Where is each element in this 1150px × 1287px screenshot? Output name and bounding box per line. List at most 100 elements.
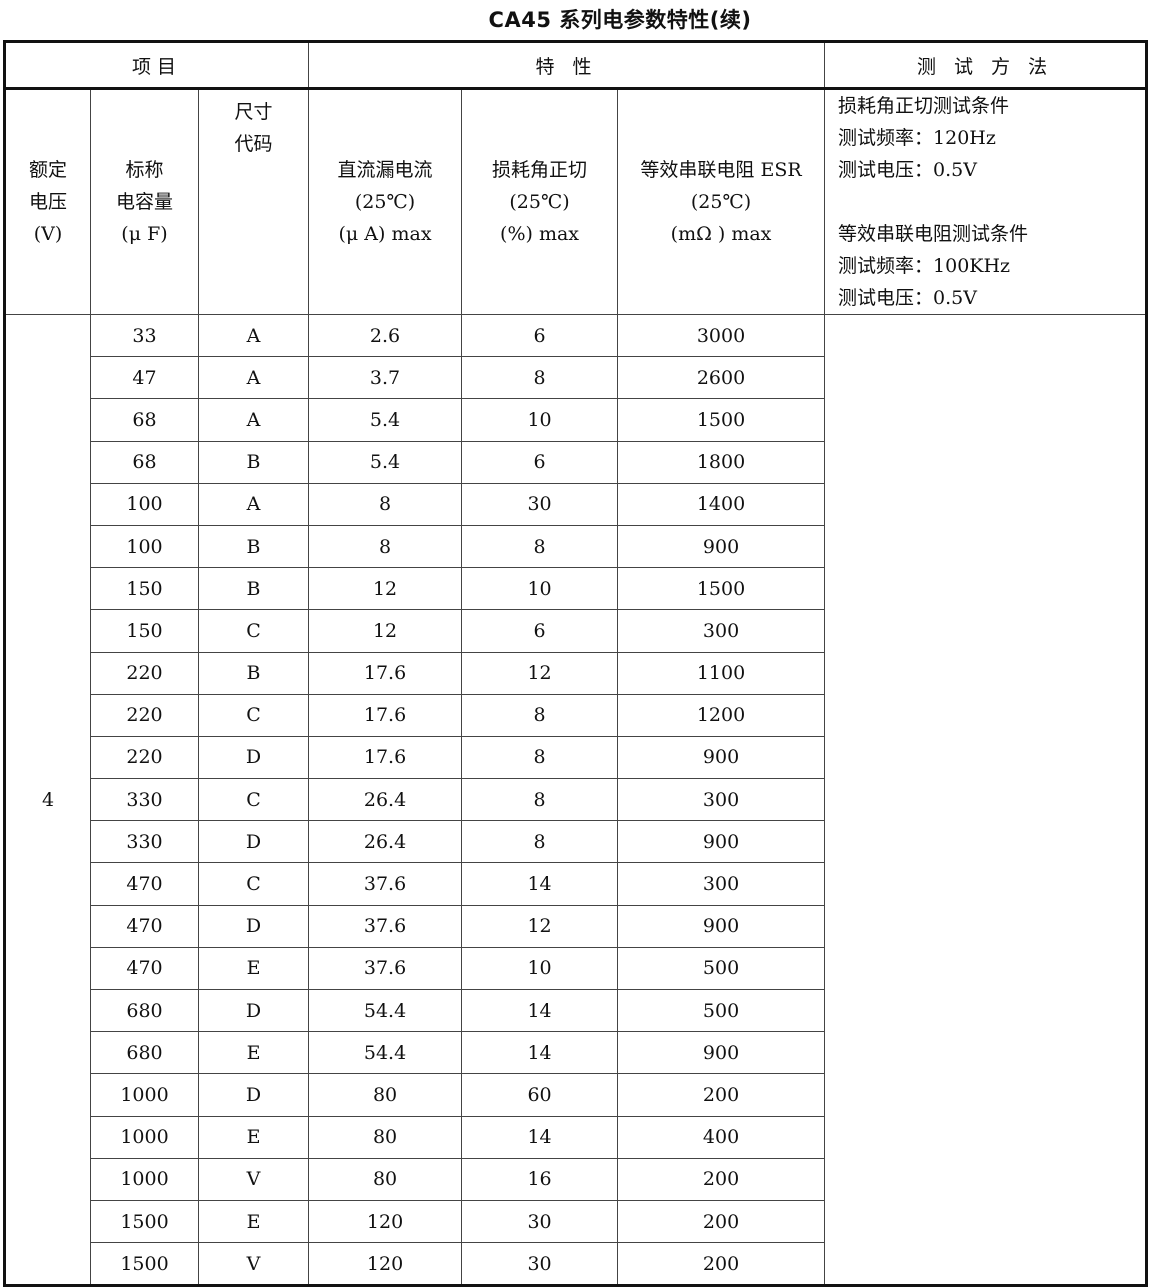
capacitance-cell: 1000: [90, 1073, 199, 1117]
leakage-cell: 54.4: [308, 988, 463, 1033]
table-row: 100 B 8 8 900: [5, 524, 1147, 569]
table-row: 68 B 5.4 6 1800: [5, 440, 1147, 484]
size-code-cell: C: [197, 693, 310, 737]
esr-cell: 900: [617, 904, 826, 948]
header-item: 项目: [3, 41, 310, 90]
capacitance-cell: 680: [90, 988, 199, 1033]
capacitance-cell: 100: [90, 524, 199, 569]
table-row: 470 C 37.6 14 300: [5, 862, 1147, 906]
leakage-cell: 17.6: [308, 651, 463, 695]
capacitance-cell: 330: [90, 778, 199, 822]
size-code-cell: A: [197, 482, 310, 526]
leakage-cell: 8: [308, 482, 463, 526]
dissipation-cell: 10: [461, 567, 619, 611]
table-row: 1500 E 120 30 200: [5, 1199, 1147, 1244]
table-row: 68 A 5.4 10 1500: [5, 398, 1147, 442]
header-line: (mΩ ) max: [670, 223, 772, 245]
header-line: (V): [33, 223, 63, 245]
size-code-cell: B: [197, 651, 310, 695]
header-line: 电压: [28, 191, 67, 213]
header-line: 损耗角正切: [492, 159, 588, 181]
header-line: (25℃): [509, 191, 570, 213]
capacitance-cell: 220: [90, 735, 199, 780]
header-characteristics: 特 性: [308, 41, 826, 90]
leakage-cell: 37.6: [308, 904, 463, 948]
esr-cell: 1500: [617, 567, 826, 611]
leakage-cell: 54.4: [308, 1031, 463, 1075]
leakage-cell: 26.4: [308, 778, 463, 822]
esr-cell: 2600: [617, 356, 826, 400]
esr-cell: 200: [617, 1073, 826, 1117]
leakage-cell: 8: [308, 524, 463, 569]
esr-test-frequency: 测试频率：100KHz: [838, 255, 1011, 277]
header-line: (25℃): [690, 191, 752, 213]
table-row: 1000 V 80 16 200: [5, 1157, 1147, 1201]
rated-voltage-cell: 4: [4, 313, 91, 1287]
esr-cell: 300: [617, 778, 826, 822]
dissipation-cell: 30: [461, 1242, 619, 1287]
df-condition-title: 损耗角正切测试条件: [838, 95, 1010, 117]
table-row: 100 A 8 30 1400: [5, 482, 1147, 526]
table-row: 150 B 12 10 1500: [5, 567, 1147, 611]
size-code-cell: D: [197, 820, 310, 864]
table-row: 1000 D 80 60 200: [5, 1073, 1147, 1117]
dissipation-cell: 30: [461, 1199, 619, 1244]
size-code-cell: C: [197, 862, 310, 906]
dissipation-cell: 6: [461, 440, 619, 484]
size-code-cell: D: [197, 1073, 310, 1117]
size-code-cell: D: [197, 904, 310, 948]
leakage-cell: 120: [308, 1199, 463, 1244]
header-line: (25℃): [354, 191, 416, 213]
table-row: 220 C 17.6 8 1200: [5, 693, 1147, 737]
esr-cell: 900: [617, 524, 826, 569]
table-row: 1000 E 80 14 400: [5, 1115, 1147, 1159]
capacitance-cell: 1500: [90, 1199, 199, 1244]
capacitance-cell: 68: [90, 398, 199, 442]
size-code-cell: A: [197, 398, 310, 442]
capacitance-cell: 100: [90, 482, 199, 526]
dissipation-cell: 60: [461, 1073, 619, 1117]
leakage-cell: 26.4: [308, 820, 463, 864]
dissipation-cell: 14: [461, 988, 619, 1033]
esr-cell: 900: [617, 1031, 826, 1075]
header-leakage-current: 直流漏电流 (25℃) (μ A) max: [308, 88, 463, 315]
capacitance-cell: 470: [90, 904, 199, 948]
header-line: (μ F): [121, 223, 168, 245]
size-code-cell: E: [197, 946, 310, 991]
size-code-cell: B: [197, 440, 310, 484]
leakage-cell: 80: [308, 1157, 463, 1201]
leakage-cell: 120: [308, 1242, 463, 1287]
capacitance-cell: 330: [90, 820, 199, 864]
size-code-cell: D: [197, 735, 310, 780]
size-code-cell: V: [197, 1242, 310, 1287]
header-size-code: 尺寸 代码: [197, 88, 310, 315]
dissipation-cell: 6: [461, 313, 619, 358]
size-code-cell: D: [197, 988, 310, 1033]
capacitance-cell: 470: [90, 946, 199, 991]
dissipation-cell: 8: [461, 524, 619, 569]
table-row: 1500 V 120 30 200: [5, 1242, 1147, 1287]
test-conditions: 损耗角正切测试条件 测试频率：120Hz 测试电压：0.5V 等效串联电阻测试条…: [824, 88, 1147, 315]
capacitance-cell: 1000: [90, 1157, 199, 1201]
size-code-cell: A: [197, 356, 310, 400]
esr-cell: 200: [617, 1199, 826, 1244]
header-dissipation-factor: 损耗角正切 (25℃) (%) max: [461, 88, 619, 315]
esr-cell: 1200: [617, 693, 826, 737]
size-code-cell: C: [197, 778, 310, 822]
df-test-frequency: 测试频率：120Hz: [838, 127, 996, 149]
leakage-cell: 80: [308, 1115, 463, 1159]
size-code-cell: V: [197, 1157, 310, 1201]
esr-cell: 3000: [617, 313, 826, 358]
dissipation-cell: 6: [461, 609, 619, 653]
capacitance-cell: 680: [90, 1031, 199, 1075]
esr-cell: 1400: [617, 482, 826, 526]
dissipation-cell: 10: [461, 946, 619, 991]
leakage-cell: 3.7: [308, 356, 463, 400]
table-body: 4 33 A 2.6 6 3000 47 A 3.7 8 2600 68 A 5.4 10 1500 68 B 5.…: [4, 313, 1147, 1287]
size-code-cell: E: [197, 1115, 310, 1159]
dissipation-cell: 10: [461, 398, 619, 442]
header-line: 尺寸: [234, 101, 273, 123]
leakage-cell: 37.6: [308, 946, 463, 991]
capacitance-cell: 33: [90, 313, 199, 358]
header-line: (%) max: [500, 223, 580, 245]
